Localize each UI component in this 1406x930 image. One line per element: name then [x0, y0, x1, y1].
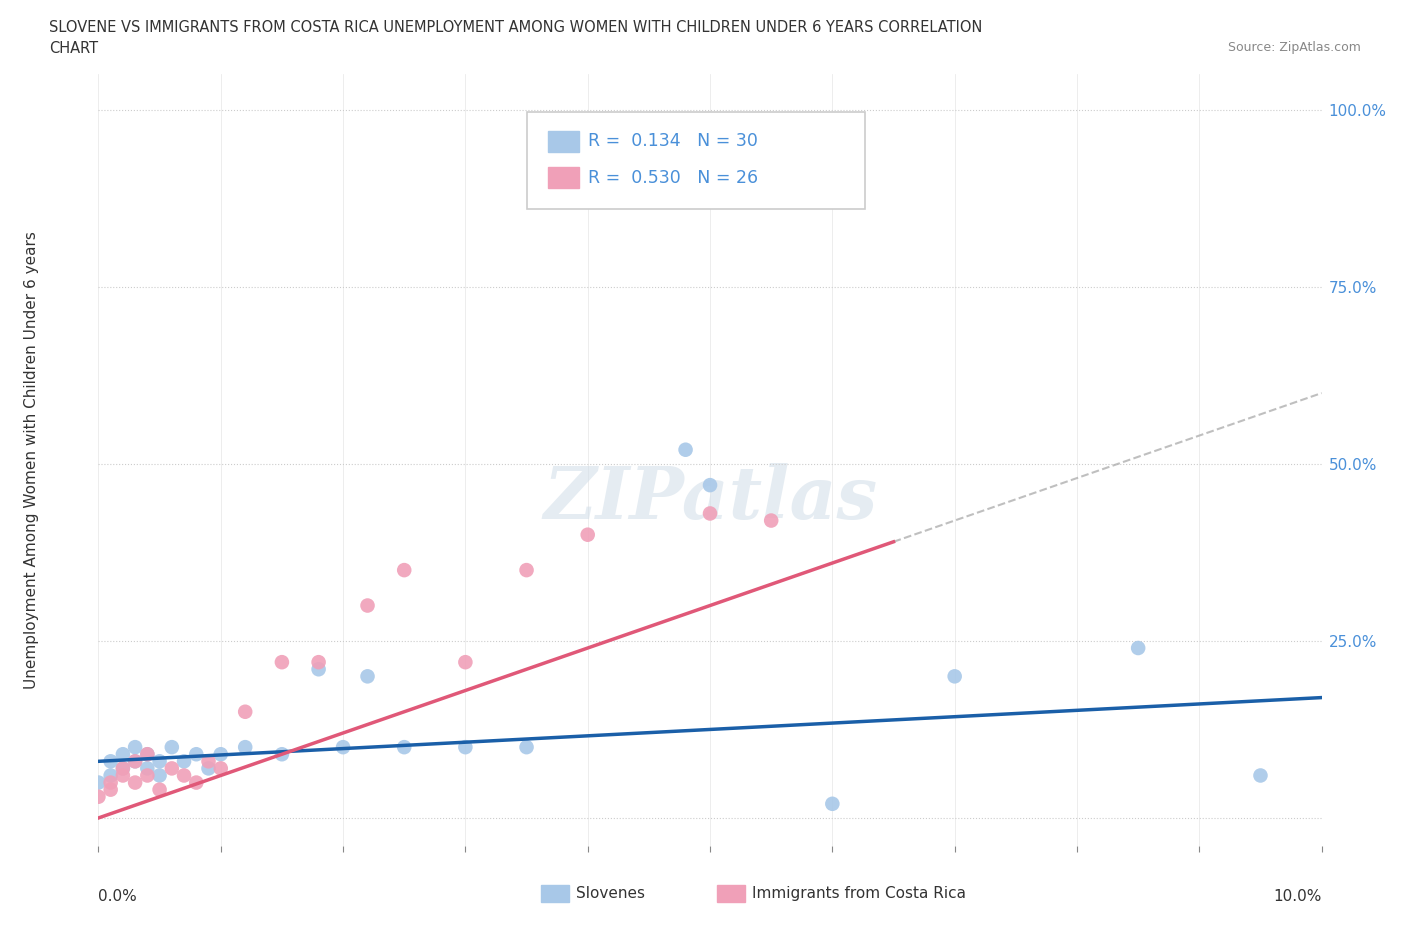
- Point: [332, 739, 354, 754]
- Point: [233, 704, 256, 719]
- Point: [186, 775, 208, 790]
- Point: [943, 669, 966, 684]
- Point: [699, 506, 721, 521]
- Point: [87, 790, 110, 804]
- Point: [699, 478, 721, 493]
- Point: [516, 739, 538, 754]
- Point: [124, 775, 146, 790]
- Point: [160, 739, 183, 754]
- Point: [136, 747, 159, 762]
- Point: [136, 747, 159, 762]
- Point: [209, 761, 232, 776]
- Point: [270, 747, 292, 762]
- Text: 0.0%: 0.0%: [98, 889, 138, 904]
- Point: [454, 739, 477, 754]
- Point: [392, 739, 416, 754]
- Point: [124, 754, 146, 769]
- Point: [111, 768, 134, 783]
- Point: [124, 754, 146, 769]
- Text: Unemployment Among Women with Children Under 6 years: Unemployment Among Women with Children U…: [24, 232, 38, 689]
- Point: [209, 747, 232, 762]
- Text: Source: ZipAtlas.com: Source: ZipAtlas.com: [1227, 41, 1361, 54]
- Point: [308, 655, 330, 670]
- Point: [197, 754, 219, 769]
- Point: [454, 655, 477, 670]
- Point: [173, 754, 195, 769]
- Point: [124, 739, 146, 754]
- Point: [149, 768, 172, 783]
- Point: [821, 796, 844, 811]
- Point: [87, 775, 110, 790]
- Point: [675, 443, 697, 458]
- Point: [100, 782, 122, 797]
- Point: [111, 747, 134, 762]
- Text: CHART: CHART: [49, 41, 98, 56]
- Point: [100, 754, 122, 769]
- Point: [1128, 641, 1150, 656]
- Point: [100, 775, 122, 790]
- Text: R =  0.134   N = 30: R = 0.134 N = 30: [588, 132, 758, 151]
- Point: [173, 768, 195, 783]
- Point: [516, 563, 538, 578]
- Point: [186, 747, 208, 762]
- Point: [392, 563, 416, 578]
- Text: SLOVENE VS IMMIGRANTS FROM COSTA RICA UNEMPLOYMENT AMONG WOMEN WITH CHILDREN UND: SLOVENE VS IMMIGRANTS FROM COSTA RICA UN…: [49, 20, 983, 35]
- Point: [308, 662, 330, 677]
- Point: [136, 761, 159, 776]
- Point: [576, 527, 599, 542]
- Point: [100, 768, 122, 783]
- Point: [759, 513, 782, 528]
- Point: [136, 768, 159, 783]
- Text: Immigrants from Costa Rica: Immigrants from Costa Rica: [752, 886, 966, 901]
- Point: [111, 761, 134, 776]
- Point: [821, 159, 844, 174]
- Point: [111, 761, 134, 776]
- Point: [160, 761, 183, 776]
- Point: [1249, 768, 1271, 783]
- Point: [356, 669, 378, 684]
- Point: [270, 655, 292, 670]
- Point: [149, 782, 172, 797]
- Text: Slovenes: Slovenes: [576, 886, 645, 901]
- Text: R =  0.530   N = 26: R = 0.530 N = 26: [588, 168, 758, 187]
- Point: [149, 754, 172, 769]
- Point: [197, 761, 219, 776]
- Point: [356, 598, 378, 613]
- Text: 10.0%: 10.0%: [1274, 889, 1322, 904]
- Point: [233, 739, 256, 754]
- Text: ZIPatlas: ZIPatlas: [543, 463, 877, 535]
